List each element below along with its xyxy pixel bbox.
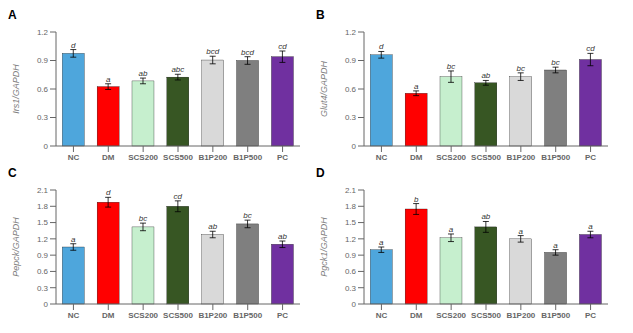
svg-text:ab: ab — [139, 69, 148, 78]
svg-text:NC: NC — [376, 311, 388, 320]
svg-text:DM: DM — [102, 153, 115, 162]
svg-text:2.1: 2.1 — [37, 186, 49, 195]
svg-text:a: a — [449, 225, 454, 234]
html-text:D: D — [316, 166, 325, 180]
svg-text:a: a — [518, 227, 523, 236]
svg-text:bc: bc — [551, 58, 559, 67]
svg-text:d: d — [106, 188, 111, 197]
svg-text:B1P200: B1P200 — [198, 153, 227, 162]
svg-text:SCS500: SCS500 — [163, 311, 193, 320]
svg-text:B1P500: B1P500 — [541, 153, 570, 162]
svg-text:PC: PC — [277, 153, 288, 162]
svg-text:ab: ab — [481, 71, 490, 80]
svg-text:0.6: 0.6 — [345, 267, 357, 276]
svg-text:B1P200: B1P200 — [506, 311, 535, 320]
svg-text:bcd: bcd — [241, 48, 254, 57]
svg-text:SCS200: SCS200 — [128, 311, 158, 320]
svg-text:1.2: 1.2 — [345, 235, 357, 244]
svg-text:0: 0 — [352, 300, 357, 309]
svg-text:SCS200: SCS200 — [436, 153, 466, 162]
svg-text:ab: ab — [481, 212, 490, 221]
svg-text:bcd: bcd — [206, 47, 219, 56]
svg-text:0.6: 0.6 — [37, 85, 49, 94]
svg-text:1.5: 1.5 — [345, 218, 357, 227]
svg-text:0.9: 0.9 — [37, 251, 49, 260]
html-text:B: B — [316, 8, 325, 22]
svg-text:0.3: 0.3 — [37, 113, 49, 122]
svg-text:0.3: 0.3 — [345, 113, 357, 122]
svg-text:NC: NC — [68, 311, 80, 320]
svg-text:SCS200: SCS200 — [436, 311, 466, 320]
svg-text:B1P200: B1P200 — [198, 311, 227, 320]
svg-text:B1P500: B1P500 — [233, 311, 262, 320]
svg-text:PC: PC — [277, 311, 288, 320]
svg-text:PC: PC — [585, 311, 596, 320]
svg-text:0: 0 — [44, 300, 49, 309]
svg-text:a: a — [414, 82, 419, 91]
svg-text:2.1: 2.1 — [345, 186, 357, 195]
svg-text:Irs1/GAPDH: Irs1/GAPDH — [11, 64, 21, 114]
svg-text:PC: PC — [585, 153, 596, 162]
svg-text:abc: abc — [171, 65, 184, 74]
svg-text:DM: DM — [102, 311, 115, 320]
svg-text:DM: DM — [410, 311, 423, 320]
svg-text:0.9: 0.9 — [37, 56, 49, 65]
svg-text:bc: bc — [516, 64, 524, 73]
svg-text:Pgck1/GAPDH: Pgck1/GAPDH — [319, 217, 329, 277]
svg-text:0.9: 0.9 — [345, 251, 357, 260]
svg-text:bc: bc — [243, 211, 251, 220]
svg-text:Glut4/GAPDH: Glut4/GAPDH — [319, 60, 329, 117]
svg-text:1.8: 1.8 — [37, 202, 49, 211]
svg-text:a: a — [379, 238, 384, 247]
svg-text:SCS500: SCS500 — [471, 153, 501, 162]
html-text:C: C — [8, 166, 17, 180]
svg-text:0: 0 — [352, 142, 357, 151]
svg-text:Pepck/GAPDH: Pepck/GAPDH — [11, 217, 21, 277]
svg-text:ab: ab — [278, 232, 287, 241]
svg-text:SCS200: SCS200 — [128, 153, 158, 162]
svg-text:0: 0 — [44, 142, 49, 151]
svg-text:d: d — [71, 41, 76, 50]
svg-text:0.9: 0.9 — [345, 56, 357, 65]
svg-text:NC: NC — [376, 153, 388, 162]
svg-text:a: a — [106, 75, 111, 84]
html-text:A: A — [8, 8, 17, 22]
svg-text:SCS500: SCS500 — [163, 153, 193, 162]
svg-text:NC: NC — [68, 153, 80, 162]
svg-text:ab: ab — [208, 222, 217, 231]
svg-text:bc: bc — [447, 62, 455, 71]
svg-text:B1P500: B1P500 — [541, 311, 570, 320]
svg-text:1.8: 1.8 — [345, 202, 357, 211]
svg-text:cd: cd — [586, 44, 595, 53]
svg-text:0.3: 0.3 — [345, 284, 357, 293]
svg-text:0.6: 0.6 — [345, 85, 357, 94]
svg-text:1.2: 1.2 — [345, 28, 357, 37]
svg-text:DM: DM — [410, 153, 423, 162]
svg-text:cd: cd — [174, 192, 183, 201]
svg-text:b: b — [414, 195, 419, 204]
svg-text:a: a — [588, 222, 593, 231]
svg-text:0.3: 0.3 — [37, 284, 49, 293]
svg-text:cd: cd — [278, 42, 287, 51]
svg-text:1.5: 1.5 — [37, 218, 49, 227]
svg-text:a: a — [71, 235, 76, 244]
svg-text:B1P500: B1P500 — [233, 153, 262, 162]
svg-text:a: a — [553, 241, 558, 250]
svg-text:1.2: 1.2 — [37, 235, 49, 244]
svg-text:d: d — [379, 42, 384, 51]
svg-text:B1P200: B1P200 — [506, 153, 535, 162]
svg-text:SCS500: SCS500 — [471, 311, 501, 320]
svg-text:bc: bc — [139, 214, 147, 223]
svg-text:1.2: 1.2 — [37, 28, 49, 37]
svg-text:0.6: 0.6 — [37, 267, 49, 276]
